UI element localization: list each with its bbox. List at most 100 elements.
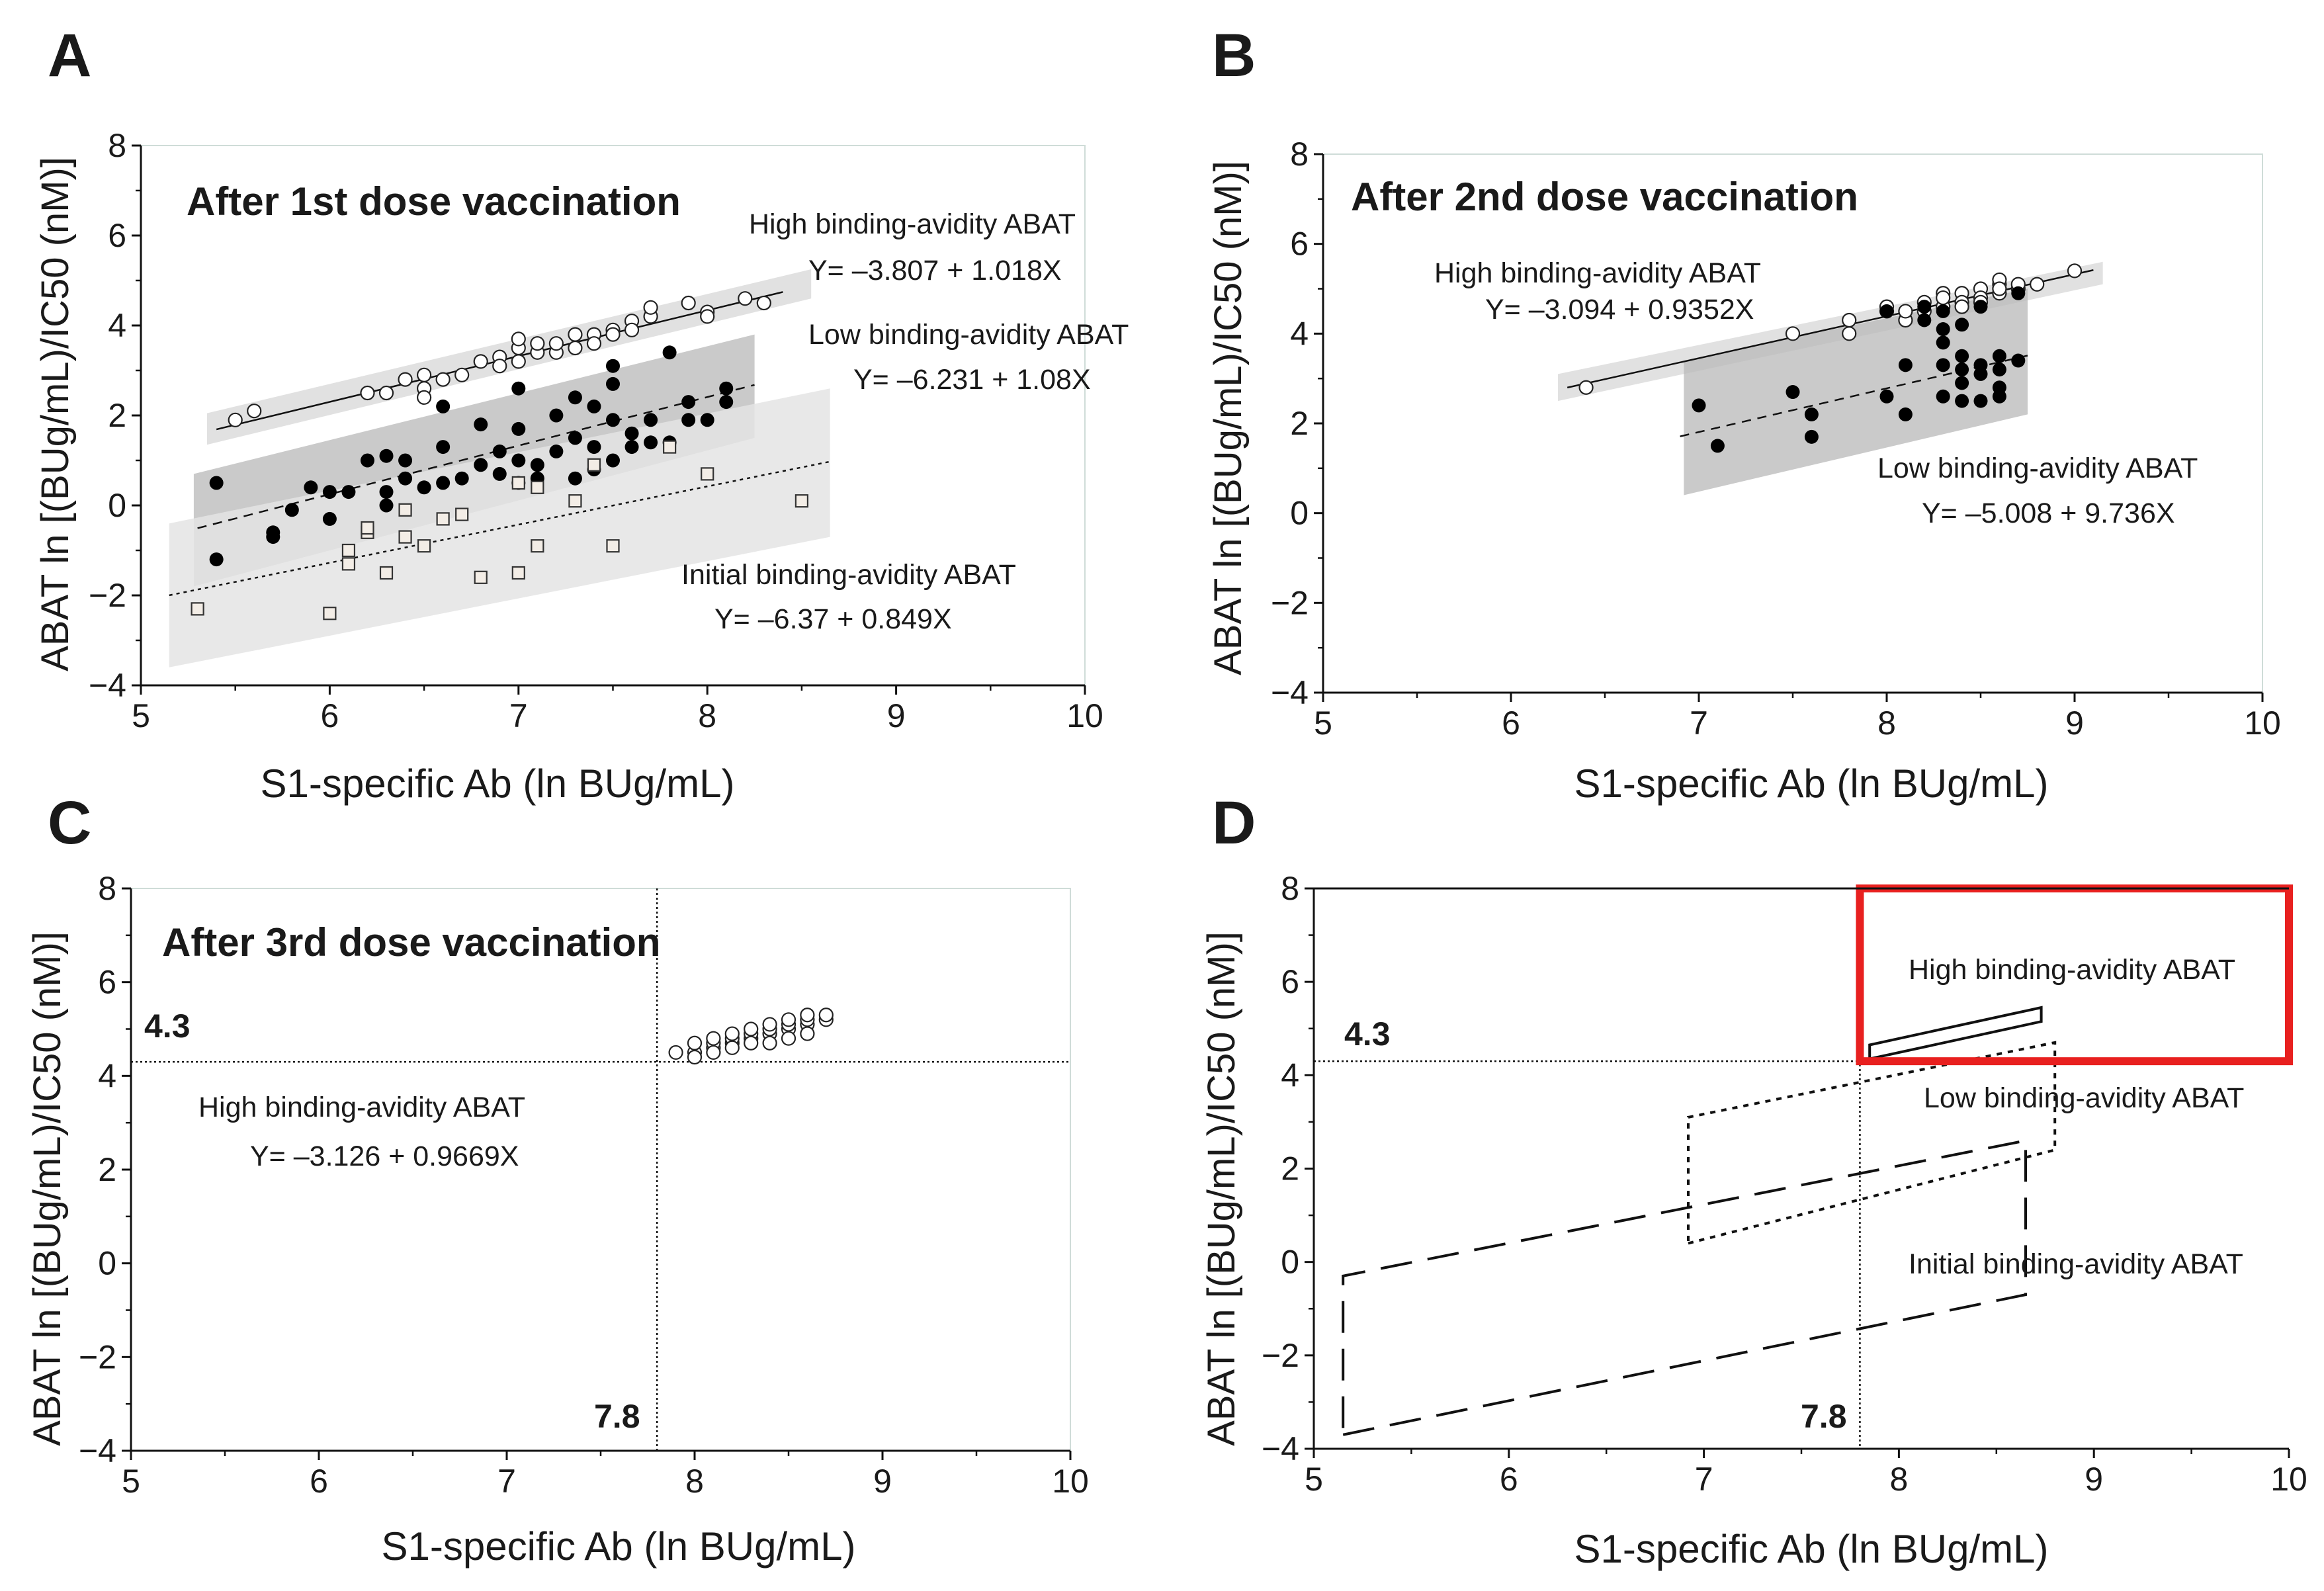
y-tick-label-c: 6 <box>98 964 116 1001</box>
low-point-a <box>360 453 374 468</box>
plot-area-b <box>1322 153 2263 693</box>
high-point-a <box>756 295 771 311</box>
initial-point-a <box>323 607 337 621</box>
low-point-a <box>284 503 299 517</box>
high-equation-c: Y= –3.126 + 0.9669X <box>250 1140 519 1172</box>
low-point-b <box>1955 363 1969 377</box>
low-point-a <box>606 359 620 373</box>
y-tick-label-c: −2 <box>79 1338 116 1375</box>
high-points-a <box>228 291 771 427</box>
low-point-a <box>700 413 714 427</box>
low-point-a <box>644 413 658 427</box>
initial-region-d <box>1342 1139 2027 1437</box>
high-point-b <box>1936 290 1951 306</box>
x-axis-label-b: S1-specific Ab (ln BUg/mL) <box>1574 761 2049 806</box>
high-point-a <box>605 327 621 342</box>
y-tick-label-b: −2 <box>1271 584 1309 621</box>
high-point-c <box>818 1008 834 1023</box>
high-point-a <box>681 295 696 311</box>
y-tick-label-d: 0 <box>1281 1244 1299 1281</box>
y-tick-label-b: 0 <box>1290 495 1309 532</box>
low-point-b <box>1955 349 1969 363</box>
y-tick-label-a: 8 <box>108 127 126 164</box>
low-point-b <box>1917 300 1932 314</box>
high-series-label-b: High binding-avidity ABAT <box>1434 257 1761 289</box>
low-point-a <box>549 408 564 423</box>
high-point-c <box>724 1040 740 1055</box>
panel-b-title: After 2nd dose vaccination <box>1351 175 1858 219</box>
low-point-a <box>322 511 337 526</box>
low-point-a <box>454 471 469 486</box>
initial-point-a <box>511 566 525 580</box>
low-point-a <box>436 476 451 490</box>
y-axis-label-d: ABAT ln [(BUg/mL)/IC50 (nM)] <box>1200 931 1243 1446</box>
high-point-c <box>800 1026 815 1041</box>
y-tick-label-b: 8 <box>1290 136 1309 173</box>
y-tick-label-d: −4 <box>1262 1430 1299 1467</box>
x-tick-label-d: 5 <box>1305 1461 1323 1498</box>
high-point-c <box>706 1045 721 1060</box>
high-point-b <box>2030 277 2045 292</box>
panel-letter-d: D <box>1212 789 1256 857</box>
x-tick-label-b: 6 <box>1502 705 1520 742</box>
low-point-b <box>1936 389 1950 404</box>
initial-point-a <box>568 494 582 508</box>
panel-a-title: After 1st dose vaccination <box>187 179 681 224</box>
high-point-c <box>668 1045 683 1060</box>
x-tick-label-a: 6 <box>320 697 339 734</box>
y-tick-label-d: −2 <box>1262 1337 1299 1374</box>
initial-point-a <box>379 566 394 580</box>
y-tick-label-d: 6 <box>1281 963 1299 1000</box>
low-region-d <box>1687 1041 2057 1245</box>
low-point-a <box>417 480 431 495</box>
low-point-a <box>398 453 413 468</box>
low-point-a <box>436 399 451 413</box>
high-point-a <box>643 300 658 315</box>
low-point-b <box>1898 407 1913 421</box>
low-point-a <box>379 485 394 499</box>
high-point-a <box>247 404 262 419</box>
x-tick-label-c: 7 <box>497 1463 516 1500</box>
low-point-b <box>2011 353 2026 368</box>
panel-b: 5 6 7 8 9 10 −4 −2 0 2 4 6 8 After 2nd dose vaccinat… <box>1207 136 2281 806</box>
low-point-a <box>379 498 394 513</box>
x-tick-label-a: 9 <box>887 697 906 734</box>
low-point-a <box>530 458 544 472</box>
low-point-b <box>1973 366 1988 381</box>
initial-region-label-d: Initial binding-avidity ABAT <box>1909 1248 2243 1280</box>
panel-letter-c: C <box>48 789 91 857</box>
initial-point-a <box>663 440 677 454</box>
low-point-b <box>1973 300 1988 314</box>
high-point-a <box>738 291 753 306</box>
x-tick-label-c: 8 <box>685 1463 704 1500</box>
low-point-a <box>511 453 526 468</box>
initial-point-a <box>398 503 412 517</box>
x-tick-label-a: 7 <box>509 697 528 734</box>
y-tick-label-a: 4 <box>108 307 126 344</box>
low-point-b <box>1879 389 1894 404</box>
y-tick-label-a: 2 <box>108 397 126 434</box>
high-point-a <box>624 322 640 337</box>
low-point-b <box>1936 322 1950 337</box>
low-equation-b: Y= –5.008 + 9.736X <box>1922 497 2175 529</box>
low-point-a <box>624 426 639 441</box>
panel-c-title: After 3rd dose vaccination <box>162 920 661 965</box>
high-point-c <box>744 1021 759 1037</box>
initial-point-a <box>341 557 356 571</box>
low-point-a <box>474 417 488 432</box>
y-tick-label-b: −4 <box>1271 674 1309 711</box>
low-point-a <box>304 480 318 495</box>
low-point-a <box>209 552 224 567</box>
high-point-a <box>435 372 451 387</box>
low-point-a <box>568 471 582 486</box>
low-fit-line-b <box>1680 355 2028 437</box>
high-points-c <box>668 1008 834 1065</box>
high-point-c <box>762 1035 777 1051</box>
panel-c: 5 6 7 8 9 10 −4 −2 0 2 4 6 8 After 3rd dose vaccinat… <box>26 870 1089 1569</box>
low-point-a <box>606 453 620 468</box>
low-point-a <box>379 449 394 463</box>
threshold-x-label-d: 7.8 <box>1801 1398 1847 1435</box>
high-point-a <box>492 359 507 374</box>
low-point-a <box>681 395 696 409</box>
high-point-c <box>687 1049 703 1065</box>
